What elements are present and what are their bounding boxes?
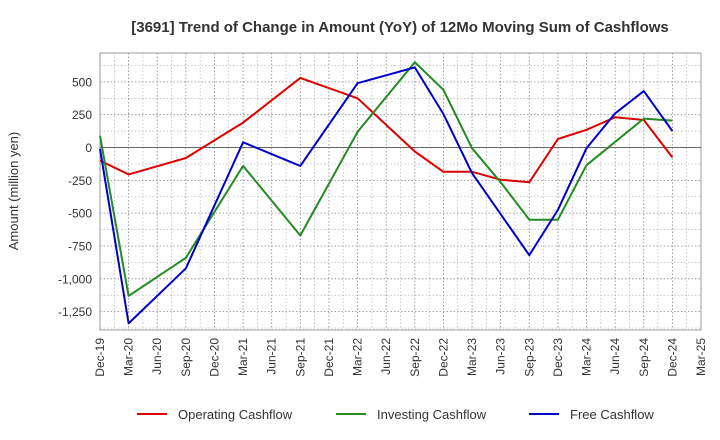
x-tick-label: Mar-22 — [351, 338, 365, 376]
y-tick-label: -1,000 — [58, 272, 92, 286]
x-tick-label: Jun-23 — [494, 338, 508, 375]
x-tick-label: Sep-23 — [522, 338, 536, 377]
x-tick-label: Dec-20 — [207, 338, 221, 377]
x-tick-label: Sep-22 — [408, 338, 422, 377]
legend-label: Investing Cashflow — [377, 407, 487, 422]
y-tick-label: -750 — [68, 239, 92, 253]
x-tick-label: Mar-23 — [465, 338, 479, 376]
x-tick-label: Mar-20 — [122, 338, 136, 376]
x-tick-label: Dec-19 — [93, 338, 107, 377]
y-tick-label: -1,250 — [58, 305, 92, 319]
chart-title: [3691] Trend of Change in Amount (YoY) o… — [131, 19, 669, 36]
x-tick-label: Jun-22 — [379, 338, 393, 375]
x-tick-label: Mar-24 — [580, 338, 594, 376]
x-tick-label: Dec-22 — [436, 338, 450, 377]
y-tick-label: 0 — [85, 141, 92, 155]
y-tick-label: -250 — [68, 174, 92, 188]
series-line-free-cashflow — [99, 66, 674, 325]
series-line-operating-cashflow — [99, 76, 674, 184]
x-tick-label: Sep-20 — [179, 338, 193, 377]
legend-label: Operating Cashflow — [178, 407, 293, 422]
x-tick-label: Sep-24 — [637, 338, 651, 377]
legend: Operating Cashflow Investing Cashflow Free… — [137, 407, 654, 422]
x-tick-label: Dec-21 — [322, 338, 336, 377]
x-tick-label: Mar-25 — [694, 338, 708, 376]
x-tick-label: Mar-21 — [236, 338, 250, 376]
y-tick-label: 500 — [72, 75, 92, 89]
legend-label: Free Cashflow — [570, 407, 654, 422]
y-tick-label: -500 — [68, 207, 92, 221]
x-tick-label: Sep-21 — [293, 338, 307, 377]
x-tick-label: Dec-23 — [551, 338, 565, 377]
x-tick-label: Jun-21 — [265, 338, 279, 375]
series-layer — [99, 61, 674, 325]
x-tick-label: Jun-20 — [150, 338, 164, 375]
x-tick-label: Dec-24 — [665, 338, 679, 377]
x-tick-label: Jun-24 — [608, 338, 622, 375]
y-axis-label: Amount (million yen) — [6, 132, 21, 251]
y-tick-label: 250 — [72, 108, 92, 122]
grid — [99, 52, 702, 331]
axes: 500 250 0 -250 -500 -750 -1,000 -1,250 Dec-19 Mar… — [58, 75, 708, 376]
